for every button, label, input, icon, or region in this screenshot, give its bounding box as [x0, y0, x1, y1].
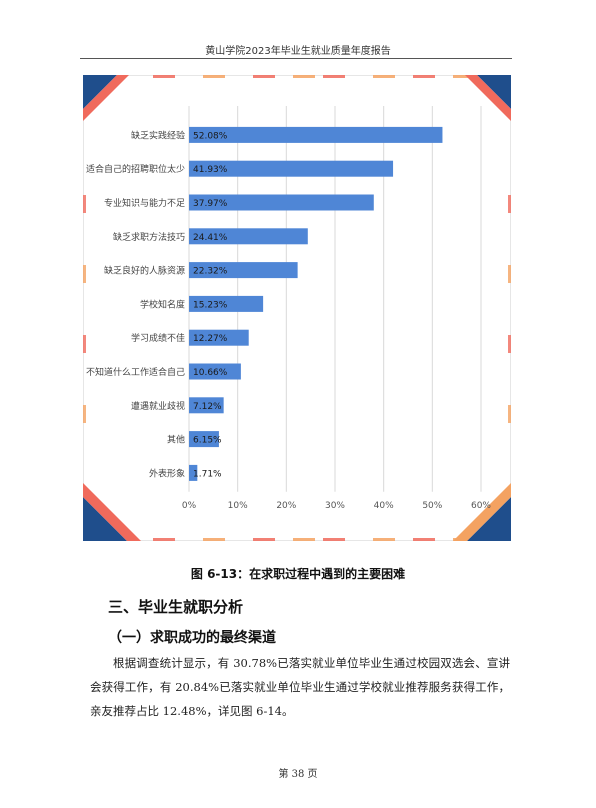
frame-dash-left — [83, 195, 86, 213]
x-tick-label: 60% — [471, 501, 491, 511]
frame-dash-right — [508, 195, 511, 213]
frame-dash-top — [203, 75, 225, 78]
x-tick-label: 40% — [374, 501, 394, 511]
frame-dash-right — [508, 335, 511, 353]
corner-bottom-right-accent — [453, 483, 511, 541]
category-label: 缺乏实践经验 — [131, 129, 185, 141]
frame-dash-top — [253, 75, 275, 78]
category-label: 其他 — [167, 434, 185, 446]
bar — [189, 464, 198, 481]
page-number: 第 38 页 — [278, 769, 318, 780]
bar — [189, 126, 443, 143]
chart-container: 0% 10% 20% 30% 40% 50% 60% 缺乏实践经验 52.08% 适合自己的招聘职… — [83, 75, 511, 541]
bar — [189, 397, 224, 414]
category-label: 缺乏求职方法技巧 — [113, 231, 185, 243]
category-label: 缺乏良好的人脉资源 — [104, 265, 185, 277]
value-label: 15.23% — [193, 300, 228, 310]
value-label: 7.12% — [193, 402, 222, 412]
value-label: 41.93% — [193, 165, 228, 175]
subsection-heading: （一）求职成功的最终渠道 — [108, 630, 276, 646]
body-paragraph: 根据调查统计显示，有 30.78%已落实就业单位毕业生通过校园双选会、宣讲会获得… — [90, 656, 510, 718]
value-label: 37.97% — [193, 199, 228, 209]
frame-dash-bottom — [323, 538, 345, 541]
difficulty-bar-chart: 0% 10% 20% 30% 40% 50% 60% 缺乏实践经验 52.08% 适合自己的招聘职… — [83, 75, 511, 541]
x-tick-label: 30% — [325, 501, 345, 511]
value-label: 1.71% — [193, 469, 222, 479]
bar — [189, 194, 374, 211]
frame-dash-bottom — [253, 538, 275, 541]
category-label: 外表形象 — [149, 467, 185, 479]
value-label: 12.27% — [193, 334, 228, 344]
x-tick-label: 10% — [228, 501, 248, 511]
category-label: 专业知识与能力不足 — [104, 197, 185, 209]
frame-dash-left — [83, 335, 86, 353]
frame-dash-top — [413, 75, 435, 78]
corner-top-left-accent — [83, 75, 129, 121]
frame-dash-bottom — [413, 538, 435, 541]
section-heading: 三、毕业生就职分析 — [108, 598, 244, 616]
frame-dash-top — [453, 75, 475, 78]
frame-dash-bottom — [293, 538, 315, 541]
value-label: 6.15% — [193, 436, 222, 446]
frame-dash-right — [508, 265, 511, 283]
category-label: 学习成绩不佳 — [131, 332, 185, 344]
value-label: 24.41% — [193, 233, 228, 243]
frame-dash-bottom — [203, 538, 225, 541]
value-label: 22.32% — [193, 267, 228, 277]
category-label: 学校知名度 — [140, 298, 185, 310]
category-label: 不知道什么工作适合自己 — [86, 366, 185, 378]
frame-dash-top — [293, 75, 315, 78]
figure-caption: 图 6-13：在求职过程中遇到的主要困难 — [190, 567, 406, 581]
bar — [189, 160, 394, 177]
frame-dash-left — [83, 405, 86, 423]
frame-dash-bottom — [153, 538, 175, 541]
corner-bottom-left-accent — [83, 483, 141, 541]
value-label: 10.66% — [193, 368, 228, 378]
frame-dash-right — [508, 405, 511, 423]
category-label: 遭遇就业歧视 — [131, 400, 185, 412]
frame-dash-top — [323, 75, 345, 78]
frame-dash-top — [373, 75, 395, 78]
header-title: 黄山学院2023年毕业生就业质量年度报告 — [205, 46, 391, 57]
frame-dash-bottom — [373, 538, 395, 541]
bar — [189, 262, 298, 279]
bar — [189, 295, 264, 312]
frame-dash-top — [153, 75, 175, 78]
x-tick-label: 20% — [276, 501, 296, 511]
x-tick-label: 50% — [422, 501, 442, 511]
value-label: 52.08% — [193, 131, 228, 141]
bar — [189, 228, 308, 245]
bar — [189, 329, 249, 346]
bar — [189, 431, 219, 448]
header-divider — [80, 58, 512, 59]
corner-top-right-accent — [465, 75, 511, 121]
bar — [189, 363, 241, 380]
category-label: 适合自己的招聘职位太少 — [86, 163, 185, 175]
frame-dash-left — [83, 265, 86, 283]
x-tick-label: 0% — [182, 501, 197, 511]
